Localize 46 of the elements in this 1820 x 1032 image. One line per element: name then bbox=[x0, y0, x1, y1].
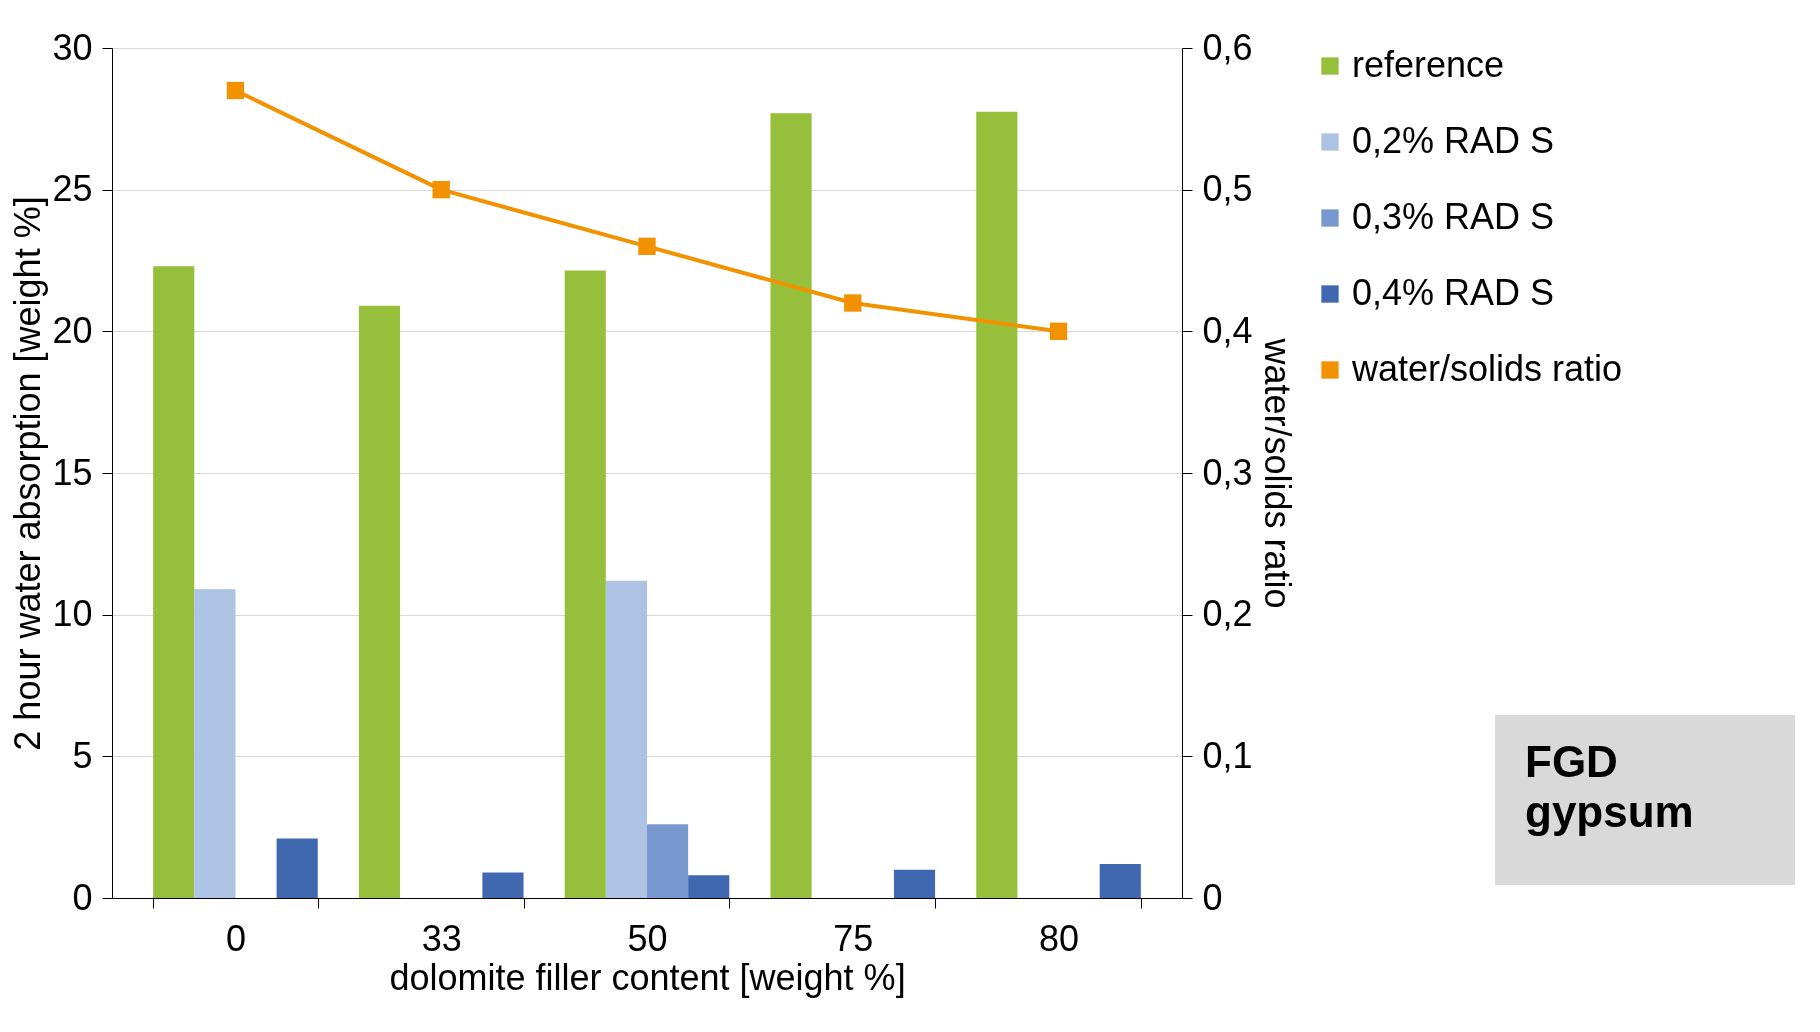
bar bbox=[564, 270, 606, 898]
bar bbox=[770, 113, 812, 898]
bar bbox=[976, 111, 1018, 898]
legend-label: water/solids ratio bbox=[1351, 348, 1623, 389]
legend-label: 0,4% RAD S bbox=[1352, 272, 1555, 313]
y2-tick-label: 0,3 bbox=[1202, 451, 1253, 493]
point bbox=[1049, 322, 1068, 340]
y2-tick-label: 0,6 bbox=[1202, 26, 1253, 68]
x-tick-label: 75 bbox=[833, 917, 874, 959]
point bbox=[432, 181, 450, 199]
point bbox=[638, 237, 656, 255]
bar bbox=[276, 838, 318, 898]
legend-label: 0,3% RAD S bbox=[1352, 196, 1555, 237]
legend-label: 0,2% RAD S bbox=[1352, 120, 1555, 161]
bar bbox=[194, 589, 236, 898]
x-tick-label: 50 bbox=[627, 917, 668, 959]
bar bbox=[605, 580, 647, 898]
point bbox=[226, 81, 245, 100]
bar bbox=[153, 266, 195, 898]
bar bbox=[482, 872, 524, 898]
x-axis-title: dolomite filler content [weight %] bbox=[389, 956, 906, 998]
x-tick-label: 0 bbox=[225, 917, 246, 959]
y-tick-label: 0 bbox=[72, 876, 93, 918]
x-tick-label: 80 bbox=[1039, 917, 1080, 959]
point bbox=[844, 294, 862, 312]
bar bbox=[1099, 864, 1141, 898]
y-tick-label: 15 bbox=[52, 451, 93, 493]
y2-tick-label: 0,2 bbox=[1202, 593, 1253, 635]
y-axis-title: 2 hour water absorption [weight %] bbox=[7, 196, 49, 751]
x-tick-label: 33 bbox=[421, 917, 462, 959]
y2-tick-label: 0,4 bbox=[1202, 309, 1253, 351]
y2-tick-label: 0,1 bbox=[1202, 734, 1253, 776]
y-tick-label: 30 bbox=[52, 26, 93, 68]
y-tick-label: 5 bbox=[72, 734, 93, 776]
bar bbox=[647, 824, 689, 898]
legend-label: reference bbox=[1352, 44, 1505, 85]
y-tick-label: 10 bbox=[52, 593, 93, 635]
y-tick-label: 25 bbox=[52, 168, 93, 210]
y2-tick-label: 0,5 bbox=[1202, 168, 1253, 210]
bar bbox=[358, 305, 401, 898]
y2-axis-title: water/solids ratio bbox=[1256, 337, 1298, 609]
text: FGD gypsum bbox=[1495, 715, 1795, 885]
y2-tick-label: 0 bbox=[1202, 876, 1223, 918]
y-tick-label: 20 bbox=[52, 309, 93, 351]
bar bbox=[893, 869, 936, 898]
bar bbox=[688, 875, 730, 898]
